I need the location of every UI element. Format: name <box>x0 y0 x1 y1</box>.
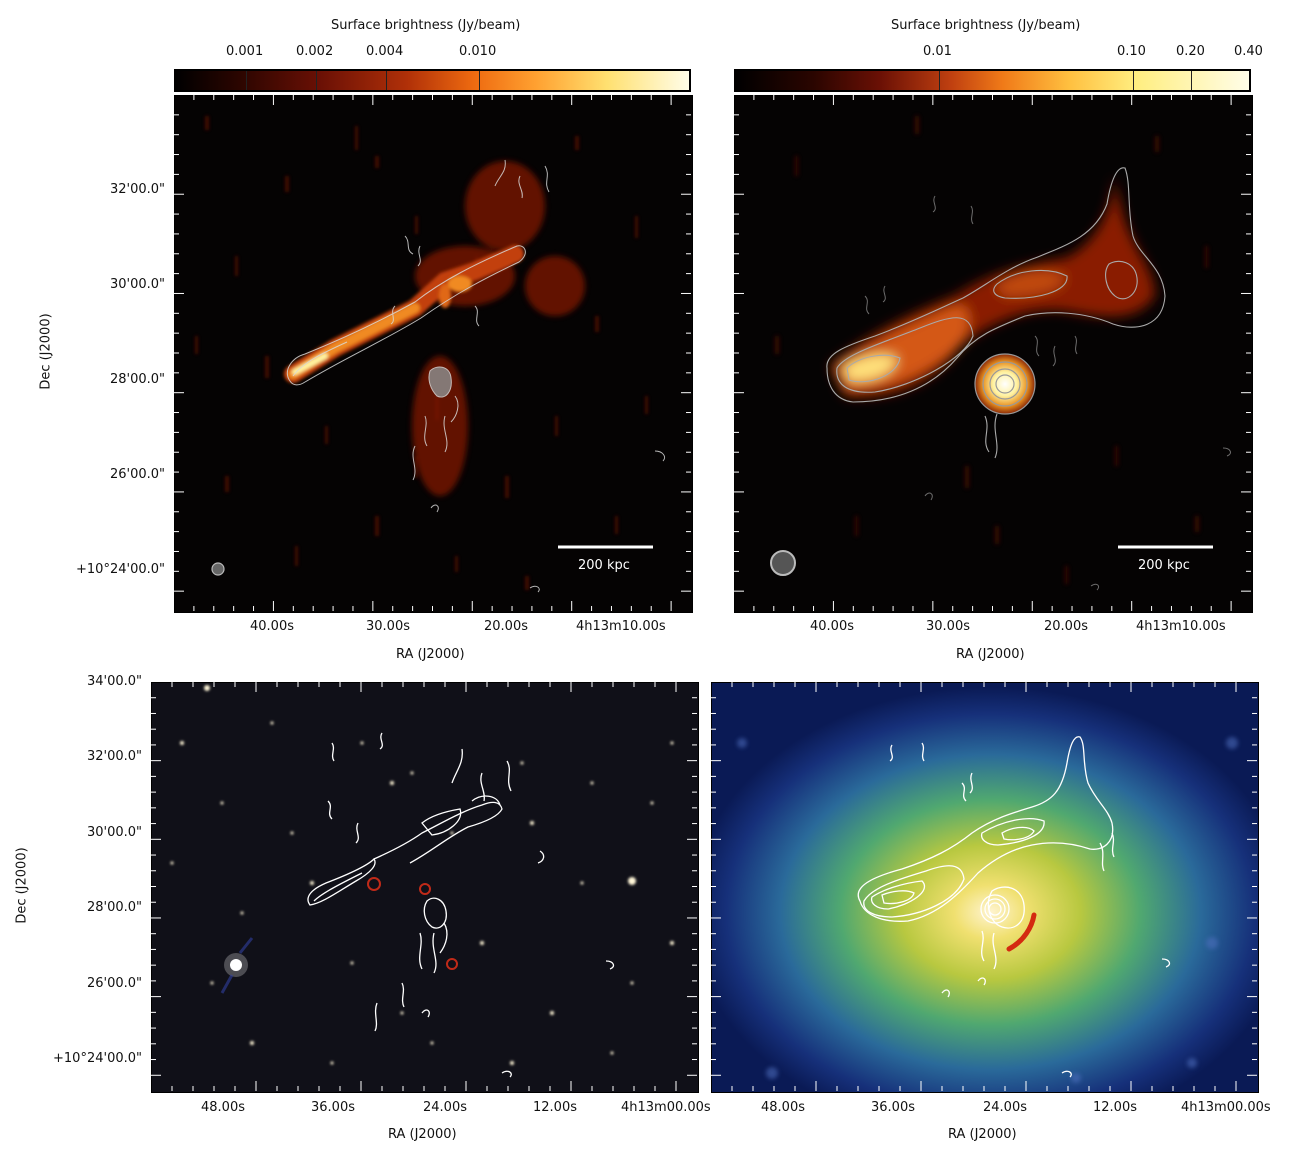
tl-ra-tick: 30.00s <box>366 619 410 634</box>
tl-ra-tick: 40.00s <box>250 619 294 634</box>
tl-ra-tick: 20.00s <box>484 619 528 634</box>
tr-ra-tick: 20.00s <box>1044 619 1088 634</box>
tr-xlabel: RA (J2000) <box>956 647 1025 662</box>
tl-cb-tick-label: 0.004 <box>366 44 404 59</box>
bl-optical-map <box>151 682 699 1093</box>
br-ra-tick: 48.00s <box>761 1100 805 1115</box>
bl-ra-tick: 36.00s <box>311 1100 355 1115</box>
bl-dec-tick: 32'00.0" <box>86 749 142 764</box>
bl-ra-tick: 4h13m00.00s <box>621 1100 711 1115</box>
tl-cb-tick-label: 0.002 <box>296 44 334 59</box>
tr-cb-tick-label: 0.10 <box>1117 44 1146 59</box>
tl-colorbar <box>174 69 691 92</box>
tl-dec-tick: 28'00.0" <box>109 372 165 387</box>
tl-scalebar-label: 200 kpc <box>578 558 630 573</box>
br-ra-tick: 4h13m00.00s <box>1181 1100 1271 1115</box>
tl-colorbar-title: Surface brightness (Jy/beam) <box>331 18 521 33</box>
bl-dec-tick: 28'00.0" <box>86 900 142 915</box>
bl-xlabel: RA (J2000) <box>388 1127 457 1142</box>
tl-dec-tick: 26'00.0" <box>109 467 165 482</box>
tr-cb-tick-label: 0.01 <box>923 44 952 59</box>
tr-scalebar-label: 200 kpc <box>1138 558 1190 573</box>
br-xlabel: RA (J2000) <box>948 1127 1017 1142</box>
br-ra-tick: 12.00s <box>1093 1100 1137 1115</box>
br-ra-tick: 36.00s <box>871 1100 915 1115</box>
tr-ra-tick: 40.00s <box>810 619 854 634</box>
bl-ra-tick: 12.00s <box>533 1100 577 1115</box>
bl-dec-tick: +10°24'00.0" <box>53 1051 142 1066</box>
bl-ra-tick: 48.00s <box>201 1100 245 1115</box>
tl-dec-tick: 30'00.0" <box>109 277 165 292</box>
tl-cb-tick-label: 0.001 <box>226 44 264 59</box>
tl-xlabel: RA (J2000) <box>396 647 465 662</box>
tr-radio-map: 200 kpc <box>734 95 1253 613</box>
tl-ylabel: Dec (J2000) <box>38 313 54 390</box>
bl-ra-tick: 24.00s <box>423 1100 467 1115</box>
bl-dec-tick: 34'00.0" <box>86 674 142 689</box>
tl-radio-map: 200 kpc <box>174 95 693 613</box>
bl-ylabel: Dec (J2000) <box>14 847 30 924</box>
tr-colorbar <box>734 69 1251 92</box>
br-xray-map <box>711 682 1259 1093</box>
br-ra-tick: 24.00s <box>983 1100 1027 1115</box>
tr-cb-tick-label: 0.20 <box>1176 44 1205 59</box>
tl-dec-tick: +10°24'00.0" <box>76 562 165 577</box>
tl-ra-tick: 4h13m10.00s <box>576 619 666 634</box>
bl-dec-tick: 26'00.0" <box>86 976 142 991</box>
tl-dec-tick: 32'00.0" <box>109 182 165 197</box>
tr-ra-tick: 30.00s <box>926 619 970 634</box>
tr-colorbar-title: Surface brightness (Jy/beam) <box>891 18 1081 33</box>
bl-dec-tick: 30'00.0" <box>86 825 142 840</box>
tl-cb-tick-label: 0.010 <box>459 44 497 59</box>
tr-cb-tick-label: 0.40 <box>1234 44 1263 59</box>
tr-ra-tick: 4h13m10.00s <box>1136 619 1226 634</box>
